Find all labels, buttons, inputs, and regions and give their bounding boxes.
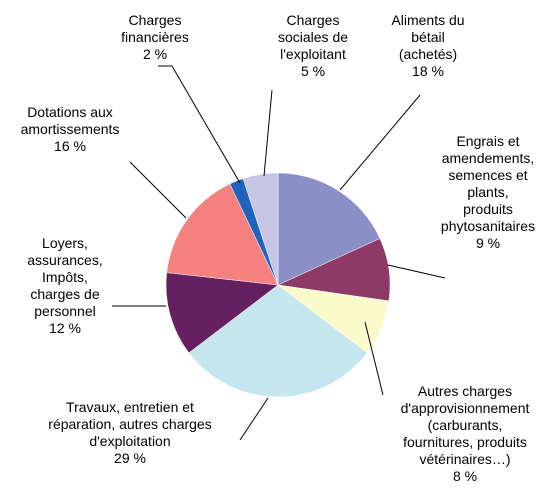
category-label: Aliments du bétail (achetés) bbox=[391, 12, 465, 62]
pie-slice bbox=[165, 272, 279, 354]
value-label: 5 % bbox=[300, 63, 326, 79]
pie-slice bbox=[188, 284, 368, 398]
leader-line bbox=[158, 65, 241, 184]
leader-line bbox=[263, 89, 273, 177]
value-label: 18 % bbox=[412, 63, 444, 79]
leader-line bbox=[129, 161, 187, 219]
pie-slice bbox=[166, 183, 279, 286]
category-label: Dotations aux amortissements bbox=[20, 104, 120, 137]
value-label: 12 % bbox=[49, 320, 81, 336]
value-label: 9 % bbox=[475, 235, 501, 251]
category-label: Travaux, entretien et réparation, autres… bbox=[48, 399, 212, 449]
leader-line bbox=[339, 94, 421, 191]
slice-label: Autres charges d'approvisionnement (carb… bbox=[375, 383, 553, 485]
value-label: 16 % bbox=[54, 138, 86, 154]
leader-line bbox=[387, 264, 446, 279]
slice-label: Charges financières 2 % bbox=[65, 12, 245, 63]
category-label: Engrais et amendements, semences et plan… bbox=[440, 133, 536, 234]
pie-slice bbox=[277, 172, 381, 286]
leader-line bbox=[239, 397, 269, 441]
leader-line bbox=[364, 321, 384, 396]
value-label: 2 % bbox=[142, 46, 168, 62]
slice-label: Dotations aux amortissements 16 % bbox=[0, 104, 160, 155]
slice-label: Loyers, assurances, Impôts, charges de p… bbox=[0, 235, 155, 337]
slice-label: Charges sociales de l'exploitant 5 % bbox=[223, 12, 403, 80]
pie-slice bbox=[242, 172, 279, 286]
slice-label: Aliments du bétail (achetés) 18 % bbox=[338, 12, 518, 80]
value-label: 8 % bbox=[452, 468, 478, 484]
slice-label: Travaux, entretien et réparation, autres… bbox=[40, 399, 220, 467]
category-label: Charges sociales de l'exploitant bbox=[277, 12, 349, 62]
category-label: Charges financières bbox=[121, 12, 189, 45]
slice-label: Engrais et amendements, semences et plan… bbox=[398, 133, 553, 252]
category-label: Autres charges d'approvisionnement (carb… bbox=[400, 383, 530, 467]
category-label: Loyers, assurances, Impôts, charges de p… bbox=[27, 235, 103, 319]
value-label: 29 % bbox=[114, 450, 146, 466]
